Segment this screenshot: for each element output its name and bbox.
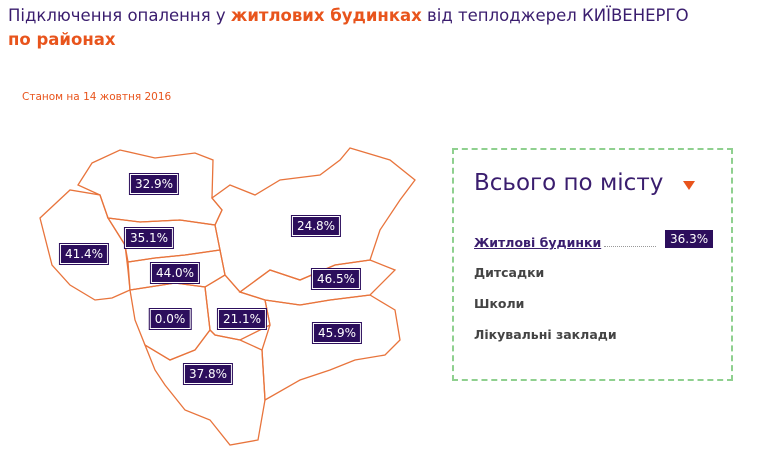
panel-title[interactable]: Всього по місту xyxy=(474,170,664,196)
title-part: по районах xyxy=(8,30,116,49)
title-part: житлових будинках xyxy=(230,6,422,25)
district-label[interactable]: 44.0% xyxy=(149,262,201,284)
panel-item[interactable]: Лікувальні заклади xyxy=(474,327,617,342)
date: Станом на 14 жовтня 2016 xyxy=(22,91,172,103)
district-label[interactable]: 41.4% xyxy=(58,243,110,265)
district xyxy=(211,147,416,293)
district-label[interactable]: 21.1% xyxy=(216,308,268,330)
panel-item[interactable]: Дитсадки xyxy=(474,265,545,280)
panel-item[interactable]: Житлові будинки xyxy=(474,235,602,250)
district xyxy=(204,274,271,341)
title: Підключення опалення у житлових будинках… xyxy=(8,4,708,52)
district-label[interactable]: 0.0% xyxy=(148,308,192,330)
title-part: Підключення опалення у xyxy=(8,6,231,25)
dropdown-arrow[interactable] xyxy=(683,181,695,190)
map xyxy=(39,147,416,446)
district-label[interactable]: 37.8% xyxy=(182,363,234,385)
district-label[interactable]: 35.1% xyxy=(123,227,175,249)
leader-dots xyxy=(604,246,656,247)
district-label[interactable]: 45.9% xyxy=(311,322,363,344)
city-panel: Всього по місту Житлові будинки 36.3% Ди… xyxy=(452,148,733,381)
district xyxy=(143,329,266,446)
panel-item[interactable]: Школи xyxy=(474,296,525,311)
panel-value: 36.3% xyxy=(665,230,714,248)
district-label[interactable]: 46.5% xyxy=(310,268,362,290)
district xyxy=(261,294,401,402)
district-label[interactable]: 32.9% xyxy=(128,173,180,195)
district-label[interactable]: 24.8% xyxy=(290,215,342,237)
title-part: від теплоджерел КИЇВЕНЕРГО xyxy=(421,6,689,25)
